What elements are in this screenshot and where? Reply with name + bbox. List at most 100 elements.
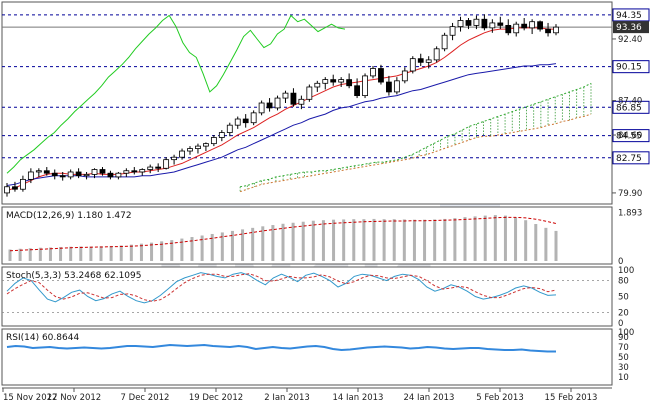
macd-bar-32 bbox=[332, 219, 336, 261]
macd-bar-36 bbox=[372, 218, 376, 261]
candle-body-37 bbox=[298, 98, 305, 105]
level-label-2: 86.85 bbox=[616, 103, 642, 113]
macd-bar-47 bbox=[483, 215, 487, 261]
macd-bar-25 bbox=[261, 226, 265, 261]
price-tick-label-2: 84.60 bbox=[618, 131, 642, 141]
candle-body-3 bbox=[27, 171, 34, 180]
candle-body-5 bbox=[43, 170, 50, 174]
candle-body-68 bbox=[545, 28, 551, 34]
candle-body-2 bbox=[20, 178, 26, 190]
candle-body-57 bbox=[457, 20, 464, 28]
macd-bar-26 bbox=[271, 225, 275, 261]
candle-body-53 bbox=[425, 59, 432, 63]
rsi-frame bbox=[1, 328, 613, 386]
x-tick-label-1: 27 Nov 2012 bbox=[47, 393, 101, 400]
macd-bar-33 bbox=[342, 219, 346, 261]
candle-body-9 bbox=[75, 171, 82, 177]
candle-body-1 bbox=[12, 186, 18, 190]
candle-body-47 bbox=[378, 68, 384, 83]
macd-tick-label-0: 1.893 bbox=[618, 209, 642, 219]
stoch-tick-label-1: 80 bbox=[618, 277, 629, 287]
candle-body-67 bbox=[537, 21, 543, 30]
candle-body-18 bbox=[147, 166, 154, 170]
level-label-4: 82.75 bbox=[616, 154, 642, 164]
candle-body-26 bbox=[210, 137, 217, 145]
price-tick-label-3: 79.90 bbox=[618, 189, 642, 199]
stoch-line-0 bbox=[6, 272, 557, 304]
current-price-label: 93.36 bbox=[616, 23, 642, 33]
x-tick-label-2: 7 Dec 2012 bbox=[121, 393, 170, 400]
macd-bar-40 bbox=[412, 219, 416, 261]
candle-body-51 bbox=[409, 58, 416, 72]
stoch-tick-label-3: 20 bbox=[618, 308, 629, 318]
candle-body-69 bbox=[553, 26, 559, 34]
rsi-tick-label-2: 70 bbox=[618, 343, 629, 353]
stoch-line-1 bbox=[6, 273, 557, 302]
cloud-lower-line bbox=[239, 113, 592, 193]
macd-bar-31 bbox=[321, 220, 325, 261]
macd-bar-51 bbox=[524, 220, 528, 261]
level-label-box-2 bbox=[612, 100, 650, 114]
candle-body-32 bbox=[258, 102, 265, 114]
macd-bar-48 bbox=[493, 215, 497, 261]
stoch-title: Stoch(5,3,3) 53.2468 62.1095 bbox=[6, 271, 141, 281]
candle-body-10 bbox=[83, 174, 90, 177]
candle-body-14 bbox=[115, 172, 122, 178]
macd-bar-38 bbox=[392, 219, 396, 261]
macd-panel: MACD(12,26,9) 1.180 1.472 1.893 0 bbox=[6, 209, 642, 267]
candle-body-40 bbox=[322, 79, 329, 84]
candle-body-8 bbox=[67, 171, 74, 178]
price-tick-label-0: 92.40 bbox=[618, 35, 642, 45]
macd-bar-43 bbox=[443, 218, 447, 261]
macd-bar-49 bbox=[503, 215, 507, 261]
macd-bar-23 bbox=[241, 229, 245, 261]
macd-bar-18 bbox=[190, 237, 194, 261]
panel-frames bbox=[1, 1, 613, 389]
macd-bar-7 bbox=[79, 246, 83, 261]
candle-body-50 bbox=[401, 70, 408, 82]
macd-bar-20 bbox=[210, 233, 214, 261]
candle-body-29 bbox=[234, 118, 241, 126]
stoch-tick-label-2: 50 bbox=[618, 293, 629, 303]
candle-body-22 bbox=[179, 150, 185, 158]
macd-bar-44 bbox=[453, 218, 457, 261]
candle-body-43 bbox=[346, 79, 353, 87]
macd-bar-37 bbox=[382, 219, 386, 261]
candle-body-56 bbox=[449, 26, 456, 36]
stoch-tick-label-4: 0 bbox=[618, 319, 623, 329]
macd-bar-46 bbox=[473, 216, 477, 261]
rsi-tick-label-4: 30 bbox=[618, 363, 629, 373]
candle-body-17 bbox=[139, 169, 146, 173]
level-label-box-0 bbox=[612, 8, 650, 22]
macd-bar-50 bbox=[514, 217, 518, 261]
x-tick-label-6: 24 Jan 2013 bbox=[404, 393, 455, 400]
candle-body-58 bbox=[465, 20, 472, 26]
macd-bar-35 bbox=[362, 219, 366, 261]
price-series-line-2 bbox=[6, 63, 557, 186]
candle-body-36 bbox=[290, 92, 297, 105]
candle-body-49 bbox=[393, 80, 400, 93]
macd-bar-14 bbox=[150, 242, 154, 261]
candle-body-15 bbox=[123, 170, 130, 174]
macd-bar-3 bbox=[38, 247, 42, 261]
rsi-tick-label-3: 50 bbox=[618, 353, 629, 363]
x-tick-label-8: 15 Feb 2013 bbox=[545, 393, 598, 400]
rsi-line-0 bbox=[6, 343, 556, 353]
candle-body-28 bbox=[226, 124, 233, 133]
macd-bar-1 bbox=[18, 248, 22, 261]
candle-body-52 bbox=[417, 58, 424, 63]
macd-bar-42 bbox=[433, 219, 437, 261]
candle-body-42 bbox=[338, 79, 345, 83]
macd-bar-29 bbox=[301, 221, 305, 261]
macd-bar-39 bbox=[402, 219, 406, 261]
candle-body-23 bbox=[187, 148, 193, 152]
candle-body-38 bbox=[306, 86, 313, 100]
macd-bar-34 bbox=[352, 219, 356, 261]
macd-bar-52 bbox=[534, 224, 538, 261]
stoch-tick-label-0: 100 bbox=[618, 266, 634, 276]
price-panel: 94.35 90.15 86.85 84.55 82.75 93.36 92.40 87.40… bbox=[2, 8, 650, 199]
candle-body-33 bbox=[266, 102, 273, 109]
